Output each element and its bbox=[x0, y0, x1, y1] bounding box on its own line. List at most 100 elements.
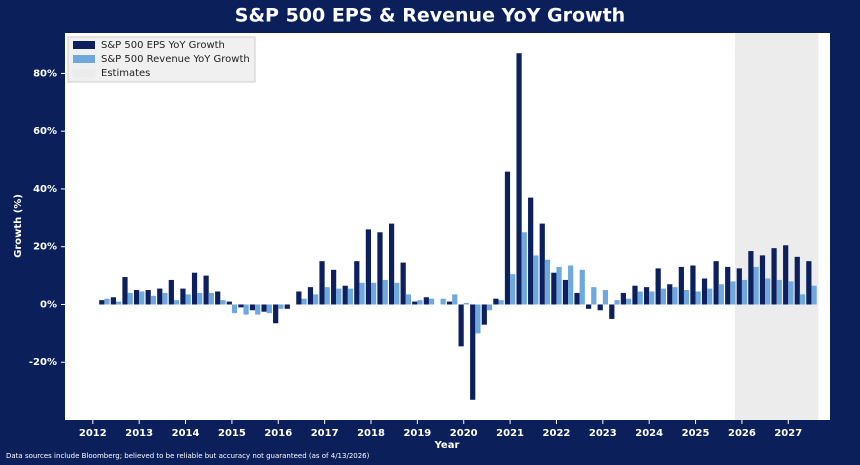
bar bbox=[759, 255, 766, 305]
x-tick-label: 2026 bbox=[728, 428, 756, 439]
bar bbox=[273, 304, 279, 324]
bar bbox=[354, 261, 360, 305]
bar bbox=[556, 266, 562, 305]
bar bbox=[632, 285, 638, 305]
bar bbox=[139, 291, 145, 305]
bar bbox=[301, 298, 307, 305]
bar bbox=[504, 171, 511, 305]
legend-box bbox=[67, 36, 256, 83]
bar bbox=[412, 301, 418, 305]
bar bbox=[753, 266, 759, 305]
bar bbox=[266, 304, 272, 314]
x-tick-label: 2016 bbox=[264, 428, 292, 439]
bar bbox=[208, 292, 214, 305]
legend-label: Estimates bbox=[101, 68, 150, 79]
bar bbox=[481, 304, 487, 325]
bar bbox=[197, 292, 203, 305]
x-tick-label: 2013 bbox=[125, 428, 153, 439]
bar bbox=[655, 268, 661, 305]
bar bbox=[475, 304, 481, 334]
y-tick-label: 60% bbox=[33, 126, 57, 137]
bar bbox=[568, 265, 574, 305]
bar bbox=[597, 304, 603, 311]
x-tick-label: 2018 bbox=[357, 428, 385, 439]
bar bbox=[365, 229, 371, 305]
bar bbox=[405, 294, 411, 305]
bar bbox=[783, 245, 789, 305]
bar bbox=[748, 251, 754, 305]
bar bbox=[307, 287, 314, 305]
bar bbox=[544, 259, 551, 305]
bar bbox=[220, 300, 226, 305]
bar bbox=[243, 304, 249, 315]
bar bbox=[602, 290, 609, 305]
bar bbox=[551, 272, 557, 305]
y-tick-label: 20% bbox=[33, 242, 57, 253]
bar bbox=[417, 300, 423, 305]
bar bbox=[718, 284, 724, 305]
bar bbox=[116, 301, 122, 305]
bar bbox=[620, 292, 626, 305]
bar bbox=[660, 288, 666, 305]
bar bbox=[347, 288, 354, 305]
bar bbox=[231, 304, 238, 314]
legend-swatch bbox=[73, 41, 95, 49]
x-tick-label: 2012 bbox=[79, 428, 107, 439]
bar bbox=[446, 301, 453, 305]
x-tick-label: 2025 bbox=[682, 428, 710, 439]
bar bbox=[150, 295, 156, 305]
bar bbox=[776, 279, 782, 305]
x-tick-label: 2023 bbox=[589, 428, 617, 439]
bar bbox=[324, 287, 330, 305]
legend-swatch bbox=[73, 69, 95, 77]
bar bbox=[609, 304, 615, 319]
bar bbox=[215, 291, 221, 305]
bar bbox=[486, 304, 493, 311]
bar bbox=[145, 290, 151, 305]
bar bbox=[226, 301, 232, 305]
bar bbox=[394, 282, 400, 305]
x-tick-label: 2027 bbox=[774, 428, 802, 439]
bar bbox=[377, 232, 383, 305]
bar bbox=[423, 297, 429, 305]
bar bbox=[133, 290, 140, 305]
bar bbox=[707, 288, 713, 305]
bar bbox=[493, 298, 499, 305]
bar bbox=[811, 285, 817, 305]
y-axis-title: Growth (%) bbox=[13, 194, 24, 258]
bar bbox=[388, 223, 395, 305]
bar bbox=[725, 266, 731, 305]
y-tick-label: 40% bbox=[33, 184, 57, 195]
bar bbox=[533, 255, 539, 305]
bar bbox=[539, 223, 545, 305]
bar bbox=[255, 304, 261, 315]
x-tick-label: 2020 bbox=[450, 428, 478, 439]
bar bbox=[99, 300, 105, 305]
legend-label: S&P 500 EPS YoY Growth bbox=[101, 40, 225, 51]
x-tick-label: 2015 bbox=[218, 428, 246, 439]
bar bbox=[203, 275, 209, 305]
bar bbox=[359, 282, 365, 305]
bar bbox=[765, 278, 771, 305]
bar bbox=[110, 297, 116, 305]
bar bbox=[127, 292, 133, 305]
bar bbox=[799, 294, 806, 305]
bar bbox=[678, 266, 684, 305]
bar bbox=[371, 282, 377, 305]
bar bbox=[319, 261, 325, 305]
bar bbox=[440, 298, 446, 305]
bar bbox=[168, 279, 174, 305]
bar bbox=[185, 294, 191, 305]
x-tick-label: 2017 bbox=[311, 428, 339, 439]
bar bbox=[342, 285, 348, 305]
bar bbox=[626, 298, 632, 305]
bar bbox=[463, 303, 469, 305]
chart-title: S&P 500 EPS & Revenue YoY Growth bbox=[235, 5, 625, 27]
bar bbox=[701, 278, 708, 305]
bar bbox=[516, 53, 522, 305]
bar bbox=[157, 288, 163, 305]
bar bbox=[730, 281, 736, 305]
bar bbox=[667, 284, 673, 305]
